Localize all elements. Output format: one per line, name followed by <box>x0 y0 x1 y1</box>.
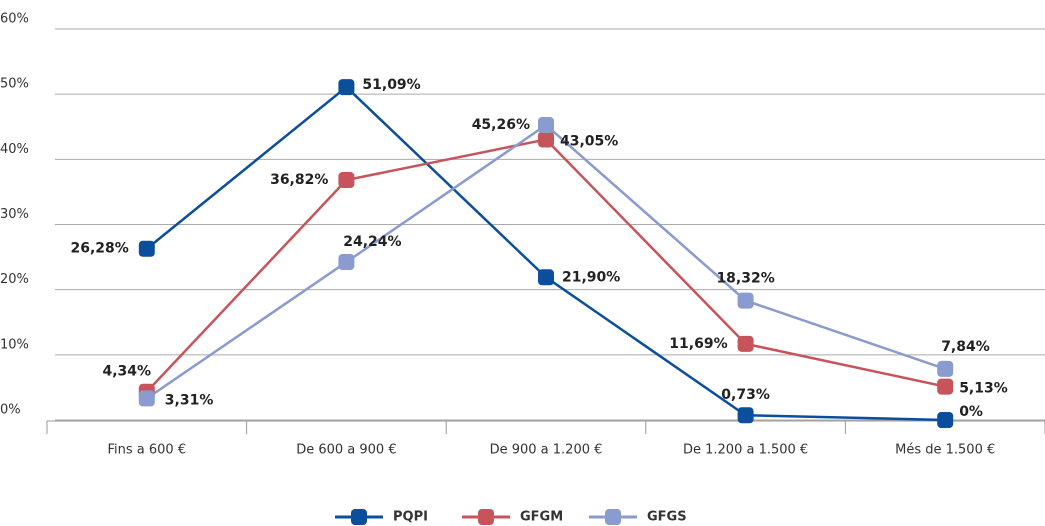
legend-label: GFGM <box>520 510 563 525</box>
data-label: 51,09% <box>362 77 420 93</box>
series-line <box>145 138 946 393</box>
marker <box>338 172 355 189</box>
marker <box>937 378 954 395</box>
marker <box>937 360 954 377</box>
marker <box>737 407 754 424</box>
data-label: 36,82% <box>270 172 328 188</box>
data-label: 45,26% <box>472 117 530 133</box>
marker <box>538 131 554 148</box>
x-tick-label: Fins a 600 € <box>107 443 186 458</box>
legend-label: PQPI <box>393 510 428 525</box>
marker <box>937 412 954 428</box>
x-tick-label: De 600 a 900 € <box>296 443 396 458</box>
data-label: 43,05% <box>560 133 618 149</box>
legend-marker <box>478 509 494 525</box>
marker <box>737 335 754 352</box>
data-label: 21,90% <box>562 269 620 285</box>
data-label: 26,28% <box>70 241 128 257</box>
series-line <box>146 123 946 400</box>
marker <box>138 390 155 407</box>
y-tick-label: 60% <box>0 12 29 27</box>
marker <box>338 254 355 271</box>
marker <box>138 240 155 257</box>
data-label: 0% <box>959 404 983 420</box>
y-tick-label: 0% <box>0 403 21 418</box>
legend-label: GFGS <box>647 510 687 525</box>
legend-marker <box>605 509 621 525</box>
x-tick-label: Més de 1.500 € <box>895 443 995 458</box>
y-tick-label: 30% <box>0 207 29 222</box>
x-tick-label: De 1.200 a 1.500 € <box>683 443 808 458</box>
marker <box>737 292 754 309</box>
y-tick-label: 20% <box>0 272 29 287</box>
data-label: 7,84% <box>941 339 990 355</box>
legend-marker <box>351 509 367 525</box>
data-label: 11,69% <box>669 336 727 352</box>
data-label: 5,13% <box>959 381 1008 397</box>
x-tick-label: De 900 a 1.200 € <box>490 443 603 458</box>
marker <box>538 269 554 286</box>
y-tick-label: 50% <box>0 77 29 92</box>
data-label: 18,32% <box>716 271 774 287</box>
y-tick-label: 10% <box>0 337 29 352</box>
data-label: 0,73% <box>721 387 770 403</box>
data-label: 4,34% <box>103 364 152 380</box>
marker <box>538 117 554 134</box>
marker <box>338 79 355 96</box>
data-label: 24,24% <box>343 234 401 250</box>
data-label: 3,31% <box>165 392 214 408</box>
y-tick-label: 40% <box>0 142 29 157</box>
